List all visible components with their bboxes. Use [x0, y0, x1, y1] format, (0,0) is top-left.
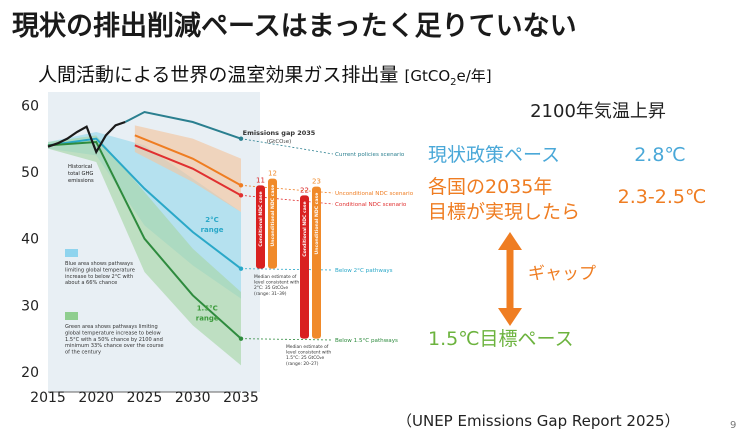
scenario-name-label-2: Conditional NDC scenario [335, 202, 407, 208]
series-line-unconditional-ndc-scenario [134, 134, 242, 187]
legend-note-0-line-0: Blue area shows pathways [65, 261, 133, 267]
scenario-ndc-label-1: 各国の2035年 [428, 176, 552, 198]
legend-note-1-line-2: 1.5°C with a 50% chance by 2100 and [65, 337, 163, 343]
x-tick-label-2015: 2015 [30, 390, 66, 406]
gap-bar-value-1: 12 [268, 170, 277, 178]
historical-label-line-0: Historical [68, 164, 92, 170]
gap-title-unit: (GtCO₂e) [267, 139, 291, 145]
gap-bar-name-1: Unconditional NDC case [270, 185, 276, 247]
median-note-1-line-3: (range: 20–27) [286, 361, 319, 367]
scenario-name-label-0: Current policies scenario [335, 152, 405, 158]
median-note-0-line-2: 2°C: 35 GtCO₂e [254, 285, 288, 291]
legend-note-1-line-4: of the century [65, 350, 101, 356]
leader-line-4 [240, 338, 334, 341]
warming-header: 2100年気温上昇 [530, 101, 666, 122]
gap-bar-1 [268, 178, 277, 269]
series-line-conditional-ndc-scenario [134, 144, 242, 197]
median-note-1-line-0: Median estimate of [286, 344, 329, 350]
unit-suffix: e/年] [456, 67, 492, 85]
series-line-below-1-5-c-pathways [47, 140, 242, 340]
scenario-ndc-temp: 2.3-2.5℃ [618, 186, 707, 208]
median-note-0-line-0: Median estimate of [254, 274, 297, 280]
unit-prefix: [GtCO [404, 67, 451, 85]
legend-note-0-line-3: about a 66% chance [65, 280, 117, 286]
gap-bar-name-0: Conditional NDC case [258, 191, 264, 246]
median-note-0-line-1: level consistent with [254, 280, 299, 286]
x-tick-label-2020: 2020 [78, 390, 114, 406]
legend-note-1-line-3: minimum 33% chance over the course [65, 343, 164, 349]
median-note-1-line-1: level consistent with [286, 350, 331, 356]
gap-bar-0 [256, 185, 265, 269]
historical-emissions-line [47, 120, 126, 155]
band-label-2c: 2°C [205, 216, 219, 224]
scenario-ndc-label-2: 目標が実現したら [428, 201, 580, 223]
y-tick-label-40: 40 [21, 232, 39, 248]
band-label-15c: 1.5°C [197, 305, 218, 313]
median-note-1-line-2: 1.5°C: 25 GtCO₂e [286, 355, 325, 361]
x-tick-label-2035: 2035 [223, 390, 259, 406]
series-line-below-2-c-pathways [47, 137, 242, 270]
leader-dot-2 [238, 193, 244, 198]
scenario-name-label-1: Unconditional NDC scenario [335, 191, 414, 197]
gap-label: ギャップ [528, 264, 596, 284]
x-tick-label-2025: 2025 [127, 390, 163, 406]
band-1-5-c-range [48, 135, 241, 366]
band-label-15c-range: range [196, 315, 219, 323]
legend-note-0-line-1: limiting global temperature [65, 267, 135, 273]
scenario-name-label-4: Below 1.5°C pathways [335, 338, 398, 344]
legend-note-0-line-2: increase to below 2°C with [65, 274, 133, 280]
gap-bar-name-3: Unconditional NDC case [314, 193, 320, 255]
y-tick-label-60: 60 [21, 98, 39, 114]
y-tick-label-50: 50 [21, 165, 39, 181]
source-citation: （UNEP Emissions Gap Report 2025） [397, 412, 680, 430]
legend-swatch-0 [65, 249, 78, 257]
leader-dot-0 [238, 136, 244, 141]
gap-bar-2 [300, 195, 309, 339]
gap-bar-3 [312, 186, 321, 339]
leader-dot-3 [238, 266, 244, 271]
gap-title: Emissions gap 2035 [243, 129, 316, 137]
x-tick-label-2030: 2030 [175, 390, 211, 406]
slide-title: 現状の排出削減ペースはまったく足りていない [12, 11, 577, 42]
leader-dot-1 [238, 183, 244, 188]
unit-sub: 2 [450, 77, 457, 88]
y-tick-label-20: 20 [21, 365, 39, 381]
scenario-current-temp: 2.8℃ [634, 144, 686, 166]
chart-subtitle: 人間活動による世界の温室効果ガス排出量 [GtCO2e/年] [38, 60, 492, 88]
gap-bar-name-2: Conditional NDC case [302, 201, 308, 256]
gap-bar-value-3: 23 [312, 178, 321, 186]
historical-label-line-2: emissions [68, 178, 94, 184]
gap-arrow-head-down [498, 308, 522, 326]
legend-swatch-1 [65, 312, 78, 320]
legend-note-1-line-0: Green area shows pathways limiting [65, 324, 158, 330]
legend-note-1-line-1: global temperature increase to below [65, 330, 161, 336]
scenario-current-label: 現状政策ペース [428, 144, 560, 166]
page-number: 9 [730, 420, 736, 431]
scenario-15-label: 1.5℃目標ペース [428, 328, 574, 350]
unit-label: [GtCO2e/年] [404, 67, 492, 88]
y-tick-label-30: 30 [21, 298, 39, 314]
scenario-name-label-3: Below 2°C pathways [335, 268, 393, 274]
leader-dot-4 [238, 336, 244, 341]
gap-bar-value-2: 22 [300, 186, 309, 194]
gap-bar-value-0: 11 [256, 176, 265, 184]
band-label-2c-range: range [201, 226, 224, 234]
series-line-current-policies-scenario [124, 110, 242, 140]
historical-label-line-1: total GHG [68, 171, 93, 177]
leader-line-0 [240, 138, 334, 155]
median-note-0-line-3: (range: 31–39) [254, 291, 287, 297]
gap-arrow-head-up [498, 232, 522, 250]
subtitle-text: 人間活動による世界の温室効果ガス排出量 [38, 64, 399, 86]
